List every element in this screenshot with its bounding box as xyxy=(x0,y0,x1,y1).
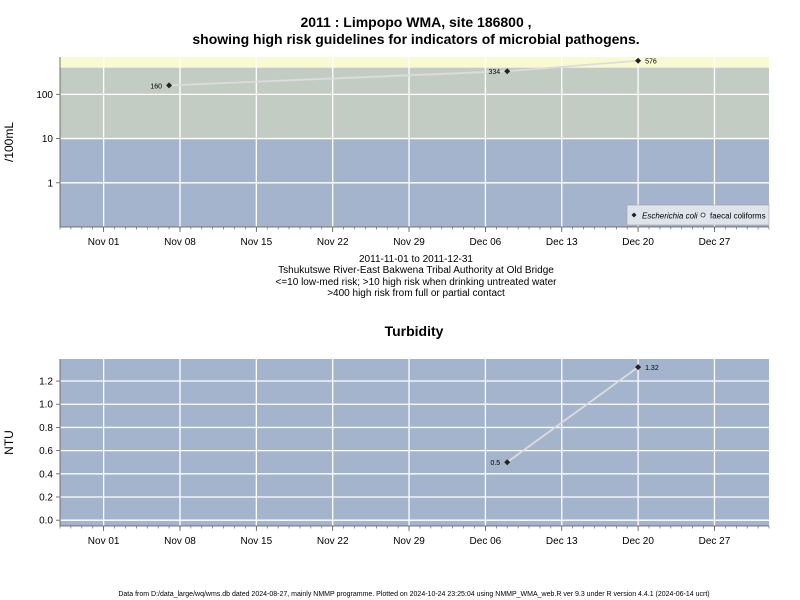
y-tick-label: 0.4 xyxy=(39,469,53,480)
x-tick-label: Dec 06 xyxy=(470,237,502,248)
x-tick-label: Dec 13 xyxy=(546,237,578,248)
data-label: 160 xyxy=(150,83,162,90)
caption-line-3: <=10 low-med risk; >10 high risk when dr… xyxy=(276,277,558,288)
legend-ecoli-label: Escherichia coli xyxy=(642,212,698,221)
x-tick-label: Nov 08 xyxy=(164,536,196,547)
x-tick-label: Nov 22 xyxy=(317,237,349,248)
data-point xyxy=(504,459,511,466)
top-title-line2: showing high risk guidelines for indicat… xyxy=(192,31,639,47)
top-title-line1: 2011 : Limpopo WMA, site 186800 , xyxy=(300,14,531,30)
x-tick-label: Nov 22 xyxy=(317,536,349,547)
data-label: 0.5 xyxy=(490,460,500,467)
y-tick-label: 0.8 xyxy=(39,423,53,434)
data-label: 576 xyxy=(645,59,657,66)
x-tick-label: Dec 06 xyxy=(470,536,502,547)
y-tick-label: 100 xyxy=(36,90,53,101)
x-tick-label: Nov 29 xyxy=(393,237,425,248)
caption-line-2: Tshukutswe River-East Bakwena Tribal Aut… xyxy=(278,265,554,276)
legend-fc-label: faecal coliforms xyxy=(710,212,766,221)
data-point xyxy=(504,68,511,75)
y-axis-label: /100mL xyxy=(2,122,16,162)
data-label: 1.32 xyxy=(645,365,659,372)
y-tick-label: 1.2 xyxy=(39,377,53,388)
ecoli-chart: Nov 01 Nov 08 Nov 15 Nov 22 Nov 29 Dec 06 Dec … xyxy=(2,57,770,248)
x-tick-label: Dec 27 xyxy=(699,237,731,248)
x-tick-label: Nov 29 xyxy=(393,536,425,547)
y-tick-label: 1 xyxy=(47,178,53,189)
y-tick-label: 0.2 xyxy=(39,493,53,504)
data-label: 334 xyxy=(489,69,501,76)
x-tick-label: Nov 08 xyxy=(164,237,196,248)
x-tick-label: Nov 15 xyxy=(240,536,272,547)
y-tick-label: 0.0 xyxy=(39,516,53,527)
top-legend: Escherichia coli faecal coliforms xyxy=(626,204,770,226)
legend-fc-marker-icon xyxy=(700,212,706,218)
risk-band-1 xyxy=(60,67,769,139)
x-tick-label: Dec 27 xyxy=(699,536,731,547)
x-tick-label: Dec 20 xyxy=(622,237,654,248)
y-tick-label: 0.6 xyxy=(39,446,53,457)
plot-background xyxy=(60,359,769,526)
x-tick-label: Dec 20 xyxy=(622,536,654,547)
risk-band-2 xyxy=(60,57,769,68)
turbidity-chart: Nov 01 Nov 08 Nov 15 Nov 22 Nov 29 Dec 06 Dec … xyxy=(2,359,770,547)
data-point xyxy=(166,82,173,89)
y-axis-label: NTU xyxy=(2,430,16,455)
bottom-title: Turbidity xyxy=(385,323,444,339)
x-tick-label: Nov 01 xyxy=(88,237,120,248)
caption-line-4: >400 high risk from full or partial cont… xyxy=(327,288,505,299)
caption-line-1: 2011-11-01 to 2011-12-31 xyxy=(359,254,473,265)
data-point xyxy=(635,364,642,371)
x-tick-label: Nov 01 xyxy=(88,536,120,547)
x-tick-label: Nov 15 xyxy=(240,237,272,248)
y-tick-label: 1.0 xyxy=(39,400,53,411)
x-tick-label: Dec 13 xyxy=(546,536,578,547)
data-point xyxy=(635,57,642,64)
legend-ecoli-marker-icon xyxy=(631,212,637,218)
series-line xyxy=(506,366,639,463)
y-tick-label: 10 xyxy=(42,134,54,145)
legend-box xyxy=(626,204,770,226)
footer-note: Data from D:/data_large/wq/wms.db dated … xyxy=(118,591,709,598)
